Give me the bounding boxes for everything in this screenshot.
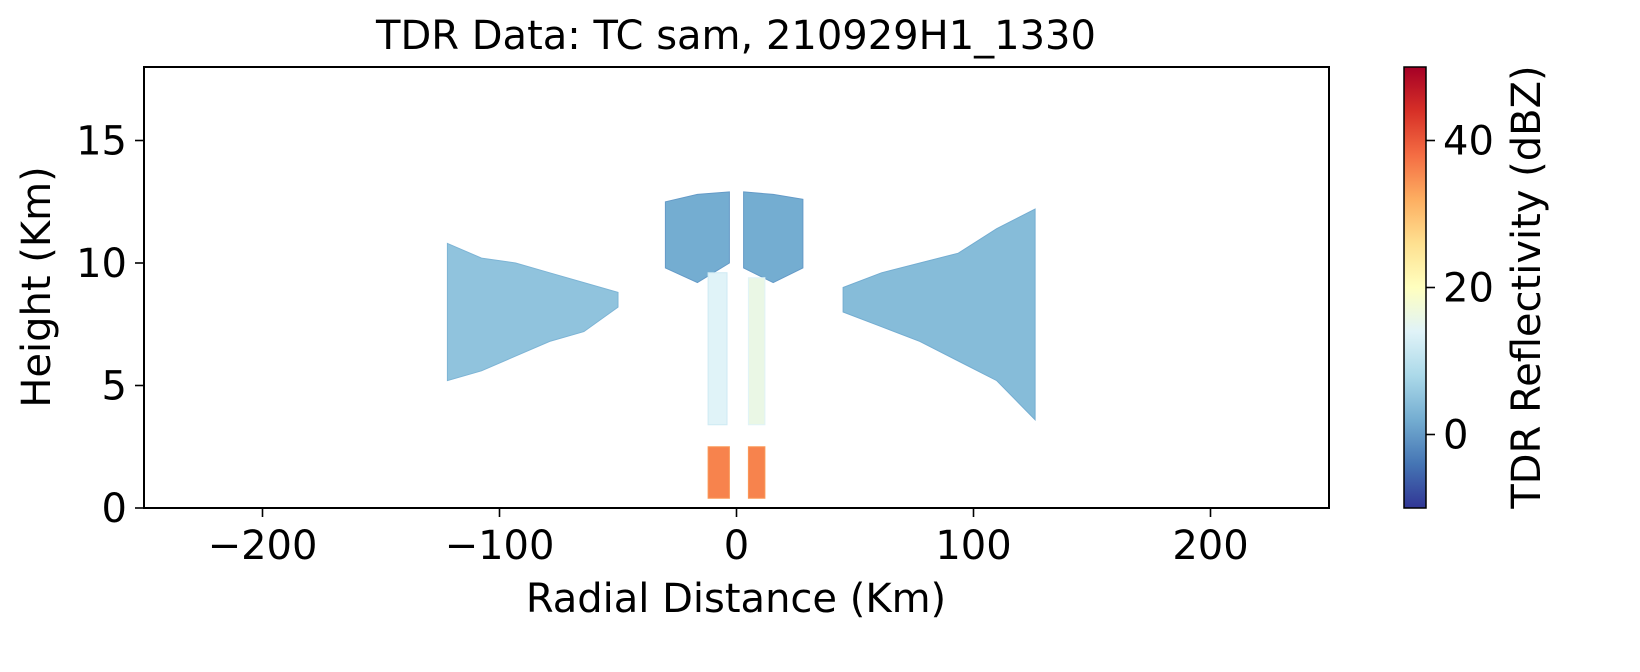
x-tick-label: −200 xyxy=(208,523,318,569)
plot-frame xyxy=(143,66,1330,509)
x-tick-label: 100 xyxy=(935,523,1011,569)
x-tick-label: 200 xyxy=(1172,523,1248,569)
colorbar-tick-label: 20 xyxy=(1443,266,1494,312)
reflectivity-region-0 xyxy=(446,242,619,382)
colorbar-tick-label: 40 xyxy=(1443,119,1494,165)
reflectivity-field xyxy=(446,191,1036,499)
x-axis: −200 −100 0 100 200 xyxy=(208,508,1249,569)
y-tick-label: 10 xyxy=(76,241,127,287)
colorbar-tick-label: 0 xyxy=(1443,413,1468,459)
y-axis: 0 5 10 15 xyxy=(76,119,144,532)
colorbar-axis: 0 20 40 xyxy=(1426,119,1494,459)
reflectivity-region-5 xyxy=(747,277,766,426)
chart-title: TDR Data: TC sam, 210929H1_1330 xyxy=(375,13,1096,59)
y-tick-label: 0 xyxy=(102,486,127,532)
reflectivity-region-6 xyxy=(707,446,730,499)
y-axis-label: Height (Km) xyxy=(14,166,60,407)
reflectivity-region-4 xyxy=(707,272,728,426)
colorbar xyxy=(1403,66,1427,509)
x-tick-label: −100 xyxy=(445,523,555,569)
x-axis-label: Radial Distance (Km) xyxy=(526,576,946,622)
x-tick-label: 0 xyxy=(724,523,749,569)
reflectivity-region-3 xyxy=(842,208,1036,422)
reflectivity-region-2 xyxy=(743,191,804,284)
reflectivity-region-1 xyxy=(664,191,730,284)
y-tick-label: 15 xyxy=(76,119,127,165)
y-tick-label: 5 xyxy=(102,364,127,410)
reflectivity-region-7 xyxy=(747,446,766,499)
colorbar-label: TDR Reflectivity (dBZ) xyxy=(1504,65,1550,509)
